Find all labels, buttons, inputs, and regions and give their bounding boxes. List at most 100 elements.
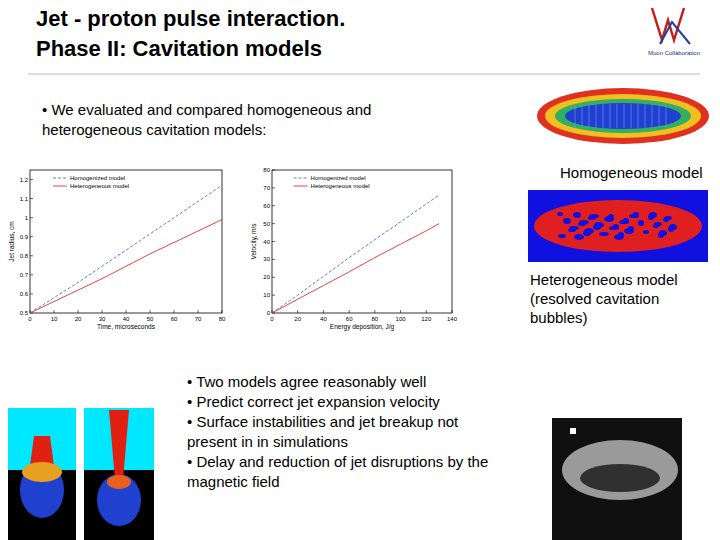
x-tick-label: 0 [28, 316, 32, 322]
y-tick [30, 255, 33, 256]
x-tick [297, 310, 298, 313]
plot-frame [272, 170, 452, 313]
y-tick [30, 217, 33, 218]
legend-swatch [53, 178, 67, 179]
legend-swatch [294, 186, 308, 187]
y-tick-label: 0.7 [20, 272, 29, 278]
x-tick-label: 10 [51, 316, 58, 322]
slide: 0 10 20 30 40 50 60 70 80 0.5 0.6 0.7 0.8 0.9 1 1.1 1.2 T… [0, 0, 720, 540]
y-tick-label: 0.6 [20, 291, 29, 297]
x-tick [349, 310, 350, 313]
jet-frame [8, 408, 76, 540]
x-tick-label: 80 [219, 316, 226, 322]
y-tick [272, 170, 275, 171]
y-tick [272, 205, 275, 206]
title-line: Jet - proton pulse interaction. [36, 6, 345, 32]
x-tick-label: 0 [270, 316, 274, 322]
y-tick [272, 241, 275, 242]
y-tick-label: 30 [263, 256, 270, 262]
y-axis-label: Jet radius, cm [8, 221, 15, 261]
bullet: • Surface instabilities and jet breakup … [187, 412, 512, 452]
logo-mark [652, 8, 684, 40]
y-tick-label: 10 [263, 292, 270, 298]
x-tick [374, 310, 375, 313]
chart: 02040608010012014001020304050607080Energ… [250, 167, 458, 331]
x-tick [323, 310, 324, 313]
y-tick [30, 274, 33, 275]
y-tick-label: 1 [25, 215, 29, 221]
y-tick-label: 60 [263, 203, 270, 209]
y-tick-label: 40 [263, 239, 270, 245]
series-line [30, 220, 222, 313]
x-tick [198, 310, 199, 313]
series-line [272, 224, 439, 313]
y-tick [272, 223, 275, 224]
x-axis-label: Time, microseconds [97, 323, 156, 330]
y-tick-label: 0.8 [20, 253, 29, 259]
series-line [272, 195, 439, 313]
x-tick-label: 20 [294, 316, 301, 322]
y-tick-label: 1.2 [20, 177, 29, 183]
x-tick [400, 310, 401, 313]
series-group [272, 195, 439, 313]
x-tick [54, 310, 55, 313]
x-tick-label: 60 [346, 316, 353, 322]
y-tick [30, 179, 33, 180]
x-tick-label: 40 [320, 316, 327, 322]
x-tick-label: 70 [195, 316, 202, 322]
y-tick [30, 198, 33, 199]
y-tick-label: 1.1 [20, 196, 29, 202]
x-tick [222, 310, 223, 313]
y-tick-label: 50 [263, 221, 270, 227]
y-tick-label: 80 [263, 167, 270, 173]
plot-frame [30, 170, 222, 313]
x-tick-label: 20 [75, 316, 82, 322]
legend-swatch [53, 186, 67, 187]
x-axis-label: Energy deposition, J/g [330, 323, 395, 331]
x-tick [452, 310, 453, 313]
image-label: Heterogeneous model (resolved cavitation… [530, 270, 710, 327]
y-tick [272, 259, 275, 260]
x-tick-label: 30 [99, 316, 106, 322]
series-line [30, 185, 222, 313]
bullet: • Predict correct jet expansion velocity [187, 392, 512, 412]
y-tick-label: 0 [267, 310, 271, 316]
x-tick-label: 140 [447, 316, 458, 322]
x-tick-label: 60 [171, 316, 178, 322]
chart: 0 10 20 30 40 50 60 70 80 0.5 0.6 0.7 0.8 0.9 1 1.1 1.2 T… [8, 170, 226, 330]
y-tick-label: 20 [263, 274, 270, 280]
x-tick-label: 50 [147, 316, 154, 322]
x-tick-label: 40 [123, 316, 130, 322]
y-tick [30, 293, 33, 294]
bullet-list: • Two models agree reasonably well• Pred… [187, 372, 512, 492]
y-tick-label: 70 [263, 185, 270, 191]
y-tick-label: 0.9 [20, 234, 29, 240]
legend-label: Homogenized model [70, 175, 125, 181]
x-tick [78, 310, 79, 313]
legend-swatch [294, 178, 308, 179]
logo-mark [660, 22, 690, 44]
legend-label: Homogenized model [311, 175, 366, 181]
jet-frame [84, 408, 154, 540]
series-group [30, 185, 222, 313]
y-tick [30, 236, 33, 237]
bullet: • Delay and reduction of jet disruptions… [187, 452, 512, 492]
y-tick [272, 187, 275, 188]
x-tick [126, 310, 127, 313]
jet-photo [552, 418, 682, 540]
y-tick [272, 277, 275, 278]
x-tick-label: 100 [396, 316, 407, 322]
legend-label: Heterogeneous model [311, 183, 370, 189]
bullet: • Two models agree reasonably well [187, 372, 512, 392]
intro-text: • We evaluated and compared homogeneous … [42, 100, 462, 140]
legend-label: Heterogeneous model [70, 183, 129, 189]
x-tick-label: 80 [372, 316, 379, 322]
x-tick [102, 310, 103, 313]
homogeneous-image [537, 86, 709, 146]
x-tick [150, 310, 151, 313]
y-tick-label: 0.5 [20, 310, 29, 316]
x-tick [174, 310, 175, 313]
image-label: Homogeneous model [560, 164, 703, 181]
title-rule [28, 74, 700, 75]
x-tick [426, 310, 427, 313]
